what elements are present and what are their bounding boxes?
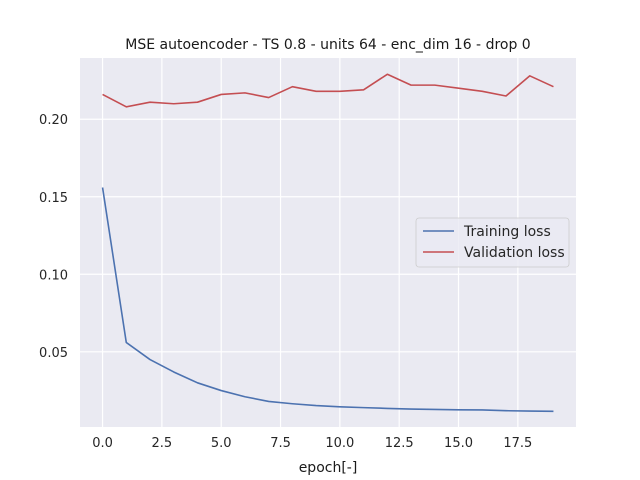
- x-tick-label: 10.0: [325, 436, 354, 451]
- x-tick-label: 2.5: [152, 436, 173, 451]
- x-tick-label: 15.0: [444, 436, 473, 451]
- y-tick-label: 0.15: [39, 191, 68, 206]
- chart-title: MSE autoencoder - TS 0.8 - units 64 - en…: [125, 37, 530, 53]
- y-tick-label: 0.20: [39, 113, 68, 128]
- x-tick-label: 17.5: [503, 436, 532, 451]
- legend-label: Training loss: [463, 224, 551, 240]
- x-tick-label: 5.0: [211, 436, 232, 451]
- series-line: [101, 187, 554, 413]
- series-line: [102, 73, 554, 108]
- legend-box: [415, 217, 570, 268]
- y-axis-ticks: 0.05 0.10 0.15 0.20: [39, 113, 68, 361]
- x-tick-label: 7.5: [270, 436, 291, 451]
- y-tick-label: 0.05: [39, 346, 68, 361]
- grid-lines: [80, 58, 576, 427]
- series-lines: [101, 73, 554, 413]
- legend-label: Validation loss: [464, 245, 565, 261]
- x-axis-ticks: 0.0 2.5 5.0 7.5 10.0 12.5 15.0 17.5: [92, 436, 532, 451]
- legend: Training loss Validation loss: [415, 217, 570, 268]
- y-tick-label: 0.10: [39, 268, 68, 283]
- x-tick-label: 12.5: [385, 436, 414, 451]
- x-axis-label: epoch[-]: [299, 460, 358, 476]
- x-tick-label: 0.0: [92, 436, 113, 451]
